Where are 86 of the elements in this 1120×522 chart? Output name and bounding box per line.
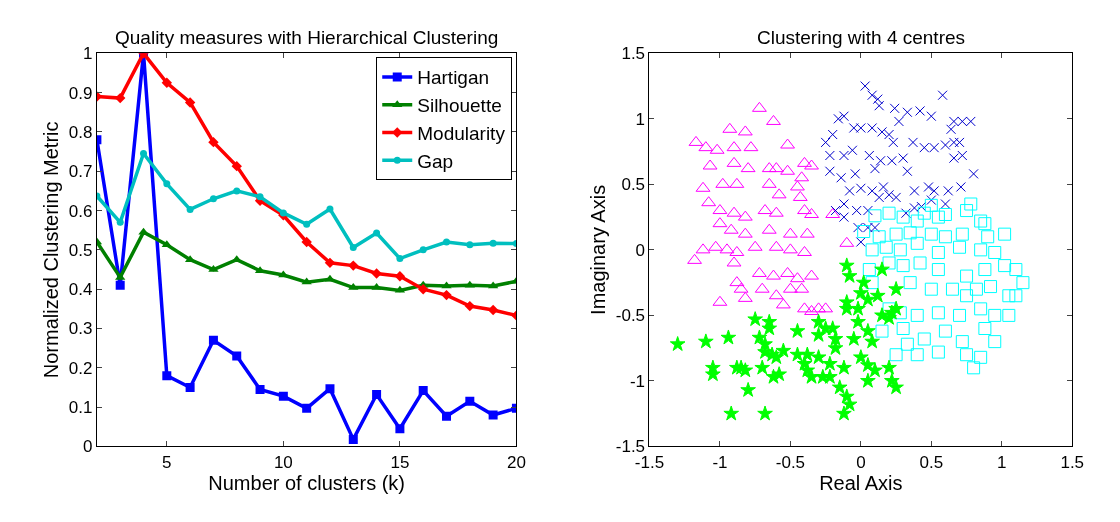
x-tick-label: 10 bbox=[273, 452, 293, 472]
point bbox=[186, 205, 194, 213]
point bbox=[278, 391, 288, 401]
y-tick-label: 0.8 bbox=[68, 122, 93, 142]
x-axis-title: Real Axis bbox=[819, 471, 903, 494]
x-tick-label: 1.5 bbox=[1060, 452, 1085, 472]
legend-label: Modularity bbox=[417, 122, 506, 144]
point bbox=[184, 97, 196, 108]
point bbox=[324, 257, 336, 269]
point bbox=[301, 236, 312, 248]
y-tick-label: 0.3 bbox=[68, 319, 93, 339]
y-tick-label: 0.6 bbox=[68, 201, 93, 221]
point bbox=[418, 386, 428, 396]
x-tick-label: 15 bbox=[390, 452, 410, 472]
point bbox=[116, 218, 124, 226]
point bbox=[231, 160, 242, 172]
y-tick-label: 0.7 bbox=[68, 162, 93, 182]
point bbox=[115, 280, 125, 290]
x-tick-label: 5 bbox=[162, 452, 172, 472]
y-tick-label: 1 bbox=[635, 109, 646, 129]
point bbox=[442, 411, 452, 421]
point bbox=[140, 150, 148, 158]
y-tick-label: 1 bbox=[83, 44, 93, 64]
y-tick-label: 0.9 bbox=[68, 83, 93, 103]
x-tick-label: 20 bbox=[506, 452, 526, 472]
point bbox=[395, 424, 405, 434]
point bbox=[185, 382, 195, 392]
x-tick-label: 0 bbox=[856, 452, 866, 472]
point bbox=[209, 195, 217, 203]
point bbox=[279, 209, 287, 217]
y-tick-label: 1.5 bbox=[621, 44, 646, 64]
point bbox=[489, 239, 497, 247]
legend-label: Silhouette bbox=[417, 95, 502, 117]
y-axis-title: Imaginary Axis bbox=[587, 184, 610, 315]
point bbox=[394, 271, 406, 282]
point bbox=[372, 390, 382, 400]
chart-title: Clustering with 4 centres bbox=[757, 27, 966, 48]
point bbox=[208, 136, 219, 148]
point bbox=[302, 403, 312, 413]
point bbox=[373, 229, 381, 237]
point bbox=[303, 220, 311, 228]
point bbox=[115, 92, 126, 104]
point bbox=[371, 268, 382, 279]
point bbox=[325, 384, 335, 394]
y-tick-label: 0.5 bbox=[68, 240, 93, 260]
y-tick-label: 0 bbox=[635, 240, 646, 260]
y-tick-label: 0.5 bbox=[621, 175, 646, 195]
point bbox=[232, 351, 242, 361]
y-tick-label: -0.5 bbox=[615, 306, 646, 326]
point bbox=[348, 260, 359, 271]
point bbox=[396, 255, 404, 263]
x-tick-label: 1 bbox=[997, 452, 1007, 472]
y-tick-label: 0.4 bbox=[68, 280, 93, 300]
y-tick-label: -1 bbox=[629, 371, 646, 391]
y-tick-label: 0.1 bbox=[68, 398, 93, 418]
point bbox=[161, 77, 173, 88]
y-axis-title: Normalized Clustering Metric bbox=[40, 121, 63, 379]
point bbox=[163, 180, 171, 188]
legend-label: Hartigan bbox=[417, 67, 490, 89]
point bbox=[443, 238, 451, 246]
chart-title: Quality measures with Hierarchical Clustering bbox=[115, 27, 499, 48]
x-axis-title: Number of clusters (k) bbox=[208, 471, 406, 494]
point bbox=[208, 335, 218, 345]
x-tick-label: 0.5 bbox=[919, 452, 944, 472]
point bbox=[465, 396, 475, 406]
point bbox=[349, 244, 357, 252]
point bbox=[255, 384, 265, 394]
point bbox=[466, 241, 474, 249]
point bbox=[326, 205, 334, 213]
y-tick-label: 0 bbox=[83, 437, 93, 457]
point bbox=[256, 193, 264, 201]
y-tick-label: -1.5 bbox=[615, 437, 646, 457]
point bbox=[115, 272, 126, 280]
point bbox=[162, 371, 172, 381]
point bbox=[441, 281, 452, 289]
point bbox=[441, 289, 452, 301]
point bbox=[233, 187, 241, 195]
x-tick-label: -0.5 bbox=[775, 452, 806, 472]
line-series bbox=[96, 53, 517, 444]
point bbox=[419, 246, 427, 254]
y-tick-label: 0.2 bbox=[68, 358, 93, 378]
point bbox=[418, 283, 429, 295]
point bbox=[348, 434, 358, 444]
point bbox=[488, 410, 498, 420]
legend-label: Gap bbox=[417, 150, 454, 172]
x-tick-label: -1 bbox=[712, 452, 728, 472]
